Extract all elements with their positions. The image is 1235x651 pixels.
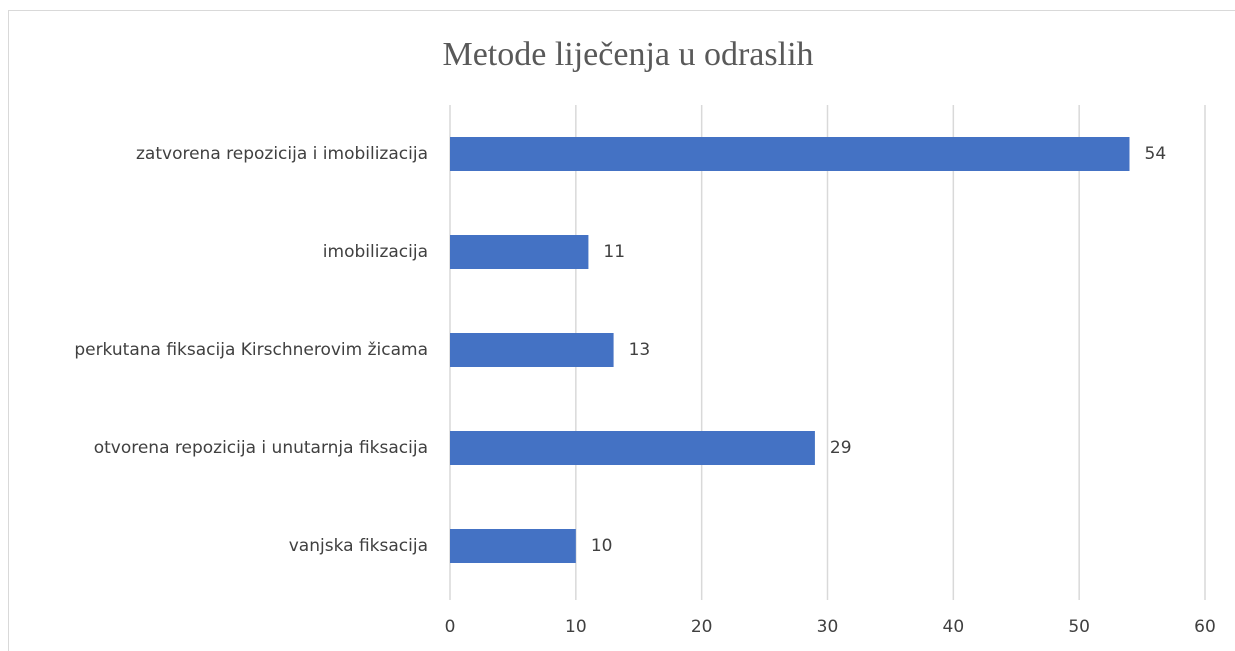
data-label: 13 [629,340,651,360]
y-tick-label: otvorena repozicija i unutarnja fiksacij… [94,438,428,458]
data-label: 29 [830,438,852,458]
x-tick-label: 10 [565,617,587,637]
data-label: 54 [1145,144,1167,164]
y-tick-label: zatvorena repozicija i imobilizacija [136,144,428,164]
bar [450,431,815,465]
bar [450,333,614,367]
x-tick-label: 60 [1194,617,1216,637]
chart-frame [8,10,1235,651]
x-tick-label: 50 [1068,617,1090,637]
x-tick-label: 40 [943,617,965,637]
x-tick-label: 0 [445,617,456,637]
y-tick-label: vanjska fiksacija [289,536,428,556]
x-tick-label: 30 [817,617,839,637]
bar [450,137,1130,171]
y-tick-label: perkutana fiksacija Kirschnerovim žicama [74,340,428,360]
x-tick-label: 20 [691,617,713,637]
data-label: 11 [603,242,625,262]
bar [450,529,576,563]
y-tick-label: imobilizacija [323,242,428,262]
bar [450,235,589,269]
data-label: 10 [591,536,613,556]
chart-title: Metode liječenja u odraslih [442,36,813,73]
